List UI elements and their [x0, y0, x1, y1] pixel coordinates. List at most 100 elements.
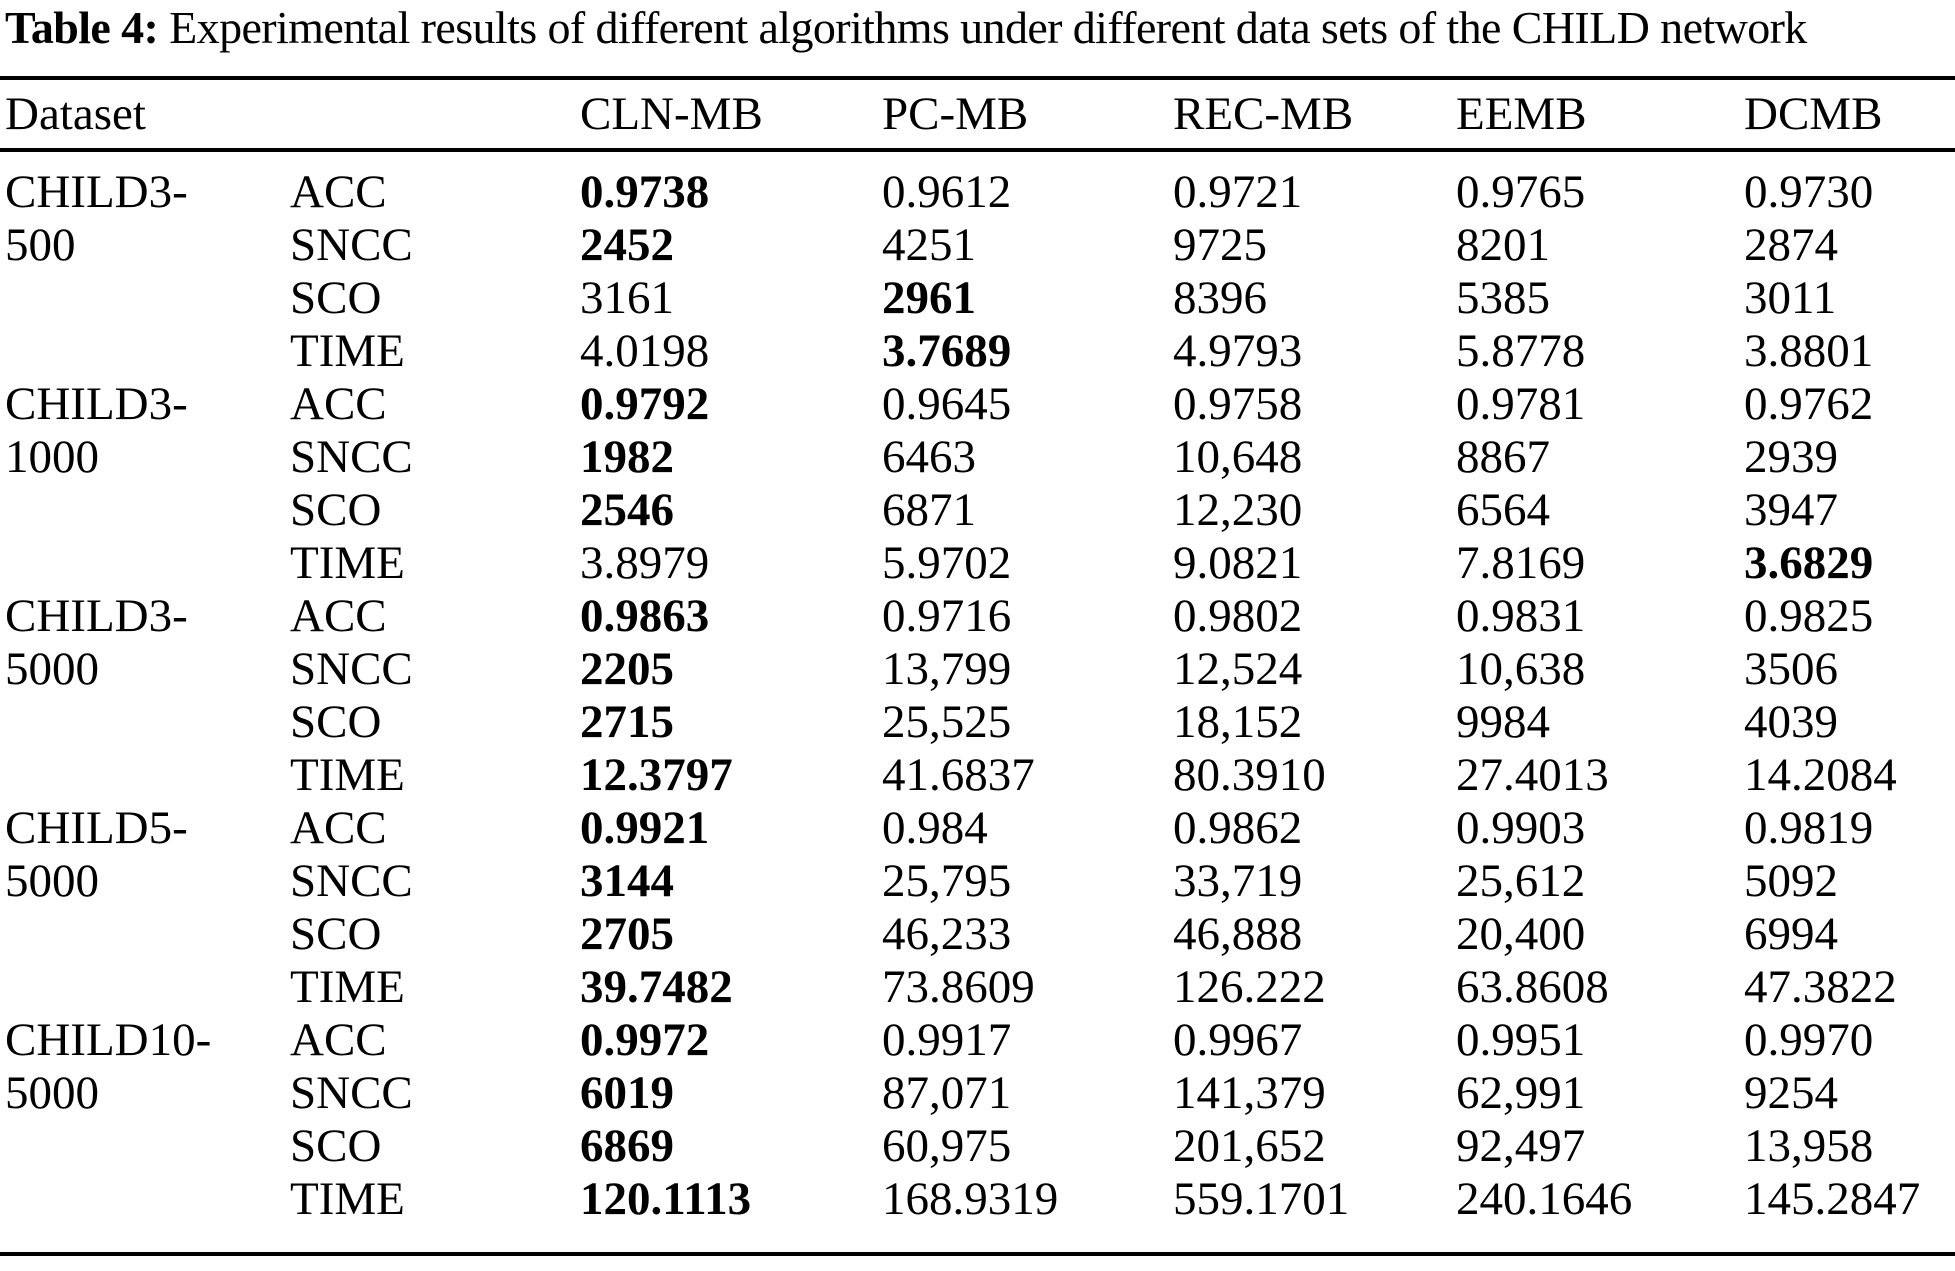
table-row: SCO 2546 6871 12,230 6564 3947 — [0, 484, 1955, 537]
table-row: TIME 3.8979 5.9702 9.0821 7.8169 3.6829 — [0, 537, 1955, 590]
metric-cell: TIME — [290, 749, 405, 801]
metric-cell: TIME — [290, 325, 405, 377]
dataset-cell — [0, 749, 290, 802]
table-row: CHILD3- ACC 0.9738 0.9612 0.9721 0.9765 0.9730 — [0, 150, 1955, 219]
value-cell: 0.9765 — [1456, 166, 1586, 218]
value-cell: 240.1646 — [1456, 1173, 1633, 1225]
value-cell: 27.4013 — [1456, 749, 1609, 801]
dataset-cell — [0, 908, 290, 961]
dataset-cell: CHILD10- — [5, 1014, 212, 1066]
value-cell: 0.9612 — [882, 166, 1012, 218]
value-cell: 3.8979 — [580, 537, 710, 589]
metric-cell: ACC — [290, 166, 387, 218]
value-cell: 8201 — [1456, 219, 1550, 271]
metric-cell: TIME — [290, 537, 405, 589]
metric-cell: SCO — [290, 1120, 382, 1172]
value-cell: 25,612 — [1456, 855, 1586, 907]
dataset-cell: CHILD5- — [5, 802, 188, 854]
value-cell: 2205 — [580, 643, 674, 695]
value-cell: 33,719 — [1173, 855, 1303, 907]
value-cell: 73.8609 — [882, 961, 1035, 1013]
value-cell: 18,152 — [1173, 696, 1303, 748]
value-cell: 5385 — [1456, 272, 1550, 324]
table-row: SCO 2715 25,525 18,152 9984 4039 — [0, 696, 1955, 749]
col-header-cln-mb: CLN-MB — [580, 78, 882, 152]
value-cell: 2715 — [580, 696, 674, 748]
value-cell: 41.6837 — [882, 749, 1035, 801]
value-cell: 4039 — [1744, 696, 1838, 748]
value-cell: 0.9972 — [580, 1014, 710, 1066]
value-cell: 2961 — [882, 272, 976, 324]
table-row: SCO 3161 2961 8396 5385 3011 — [0, 272, 1955, 325]
table-row: CHILD3- ACC 0.9792 0.9645 0.9758 0.9781 0.9762 — [0, 378, 1955, 431]
metric-cell: ACC — [290, 802, 387, 854]
value-cell: 6463 — [882, 431, 976, 483]
value-cell: 9.0821 — [1173, 537, 1303, 589]
value-cell: 0.9831 — [1456, 590, 1586, 642]
value-cell: 62,991 — [1456, 1067, 1586, 1119]
value-cell: 60,975 — [882, 1120, 1012, 1172]
value-cell: 1982 — [580, 431, 674, 483]
value-cell: 6871 — [882, 484, 976, 536]
table-row: TIME 12.3797 41.6837 80.3910 27.4013 14.2084 — [0, 749, 1955, 802]
value-cell: 12,524 — [1173, 643, 1303, 695]
col-header-metric — [290, 78, 580, 152]
value-cell: 39.7482 — [580, 961, 733, 1013]
value-cell: 5.8778 — [1456, 325, 1586, 377]
value-cell: 46,888 — [1173, 908, 1303, 960]
value-cell: 4251 — [882, 219, 976, 271]
value-cell: 6564 — [1456, 484, 1550, 536]
table-caption: Table 4: Experimental results of differe… — [5, 2, 1955, 54]
value-cell: 3011 — [1744, 272, 1837, 324]
value-cell: 0.9967 — [1173, 1014, 1303, 1066]
table-row: 5000 SNCC 3144 25,795 33,719 25,612 5092 — [0, 855, 1955, 908]
table-row: TIME 120.1113 168.9319 559.1701 240.1646 145.… — [0, 1173, 1955, 1254]
value-cell: 14.2084 — [1744, 749, 1897, 801]
value-cell: 5.9702 — [882, 537, 1012, 589]
table-row: CHILD5- ACC 0.9921 0.984 0.9862 0.9903 0.9819 — [0, 802, 1955, 855]
value-cell: 63.8608 — [1456, 961, 1609, 1013]
value-cell: 80.3910 — [1173, 749, 1326, 801]
value-cell: 0.9862 — [1173, 802, 1303, 854]
value-cell: 6019 — [580, 1067, 674, 1119]
dataset-cell — [0, 537, 290, 590]
value-cell: 0.9762 — [1744, 378, 1874, 430]
value-cell: 0.9721 — [1173, 166, 1303, 218]
dataset-cell: 5000 — [5, 1067, 99, 1119]
table-row: 5000 SNCC 6019 87,071 141,379 62,991 9254 — [0, 1067, 1955, 1120]
value-cell: 0.9970 — [1744, 1014, 1874, 1066]
table-caption-label: Table 4: — [5, 2, 159, 53]
value-cell: 0.9819 — [1744, 802, 1874, 854]
value-cell: 6994 — [1744, 908, 1838, 960]
value-cell: 0.9738 — [580, 166, 710, 218]
value-cell: 120.1113 — [580, 1173, 752, 1225]
value-cell: 7.8169 — [1456, 537, 1586, 589]
value-cell: 0.9921 — [580, 802, 710, 854]
value-cell: 2874 — [1744, 219, 1838, 271]
table-row: 5000 SNCC 2205 13,799 12,524 10,638 3506 — [0, 643, 1955, 696]
metric-cell: SNCC — [290, 431, 413, 483]
table-row: 500 SNCC 2452 4251 9725 8201 2874 — [0, 219, 1955, 272]
value-cell: 5092 — [1744, 855, 1838, 907]
results-table: Dataset CLN-MB PC-MB REC-MB EEMB DCMB CH… — [0, 76, 1955, 1256]
dataset-cell: 5000 — [5, 855, 99, 907]
dataset-cell: 5000 — [5, 643, 99, 695]
value-cell: 13,799 — [882, 643, 1012, 695]
value-cell: 8396 — [1173, 272, 1267, 324]
table-row: CHILD3- ACC 0.9863 0.9716 0.9802 0.9831 0.9825 — [0, 590, 1955, 643]
dataset-cell — [0, 325, 290, 378]
table-row: TIME 4.0198 3.7689 4.9793 5.8778 3.8801 — [0, 325, 1955, 378]
value-cell: 13,958 — [1744, 1120, 1874, 1172]
value-cell: 3.8801 — [1744, 325, 1874, 377]
dataset-cell — [0, 961, 290, 1014]
dataset-cell: CHILD3- — [5, 166, 188, 218]
col-header-eemb: EEMB — [1456, 78, 1744, 152]
value-cell: 0.9781 — [1456, 378, 1586, 430]
value-cell: 25,795 — [882, 855, 1012, 907]
value-cell: 4.0198 — [580, 325, 710, 377]
metric-cell: SNCC — [290, 855, 413, 907]
value-cell: 46,233 — [882, 908, 1012, 960]
metric-cell: TIME — [290, 961, 405, 1013]
value-cell: 3144 — [580, 855, 674, 907]
value-cell: 87,071 — [882, 1067, 1012, 1119]
